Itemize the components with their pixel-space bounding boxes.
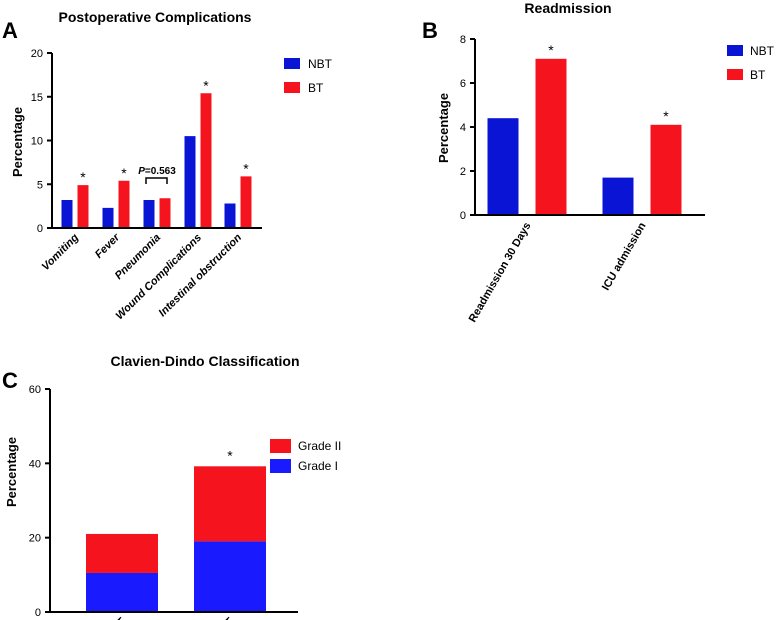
panel-b-category-icu-admission: ICU admission xyxy=(600,220,649,292)
panel-b-ytick-label: 4 xyxy=(460,122,466,134)
panel-a-legend-swatch-bt xyxy=(284,82,300,93)
panel-a-y-ticks: 0 5 10 15 20 xyxy=(31,48,52,235)
panel-c-bar-grade-ii-nbt xyxy=(86,533,158,573)
panel-a-pvalue-bracket xyxy=(145,177,168,184)
panel-a-legend-bt: BT xyxy=(308,81,324,95)
panel-c-significance: * xyxy=(227,447,233,463)
panel-a-bar-nbt-fever xyxy=(102,207,114,228)
panel-a-title: Postoperative Complications xyxy=(59,9,252,25)
panel-b-ylabel: Percentage xyxy=(436,93,451,163)
panel-a-ytick-label: 5 xyxy=(37,179,43,191)
panel-a-ytick-label: 10 xyxy=(31,136,43,148)
panel-c-letter: C xyxy=(2,368,18,393)
panel-a-bar-bt-wound-complications xyxy=(200,93,212,228)
panel-a-ytick-label: 15 xyxy=(31,92,43,104)
panel-c-y-ticks: 0 20 40 60 xyxy=(29,384,50,619)
panel-c-legend-swatch-grade-i xyxy=(270,459,291,473)
panel-a-pvalue: P=0.563 xyxy=(138,166,176,177)
panel-b-bar-bt-icu-admission xyxy=(650,124,682,215)
panel-c: C Clavien-Dindo Classification Percentag… xyxy=(2,353,341,620)
panel-a: A Postoperative Complications Percentage… xyxy=(2,9,333,322)
panel-b-bars xyxy=(487,58,682,215)
panel-a-ylabel: Percentage xyxy=(10,107,25,177)
panel-b-y-ticks: 0 2 4 6 8 xyxy=(460,34,475,222)
panel-b-significance: ** xyxy=(548,42,669,124)
panel-b-title: Readmission xyxy=(524,0,611,16)
panel-c-category-nbt: NBT xyxy=(104,615,129,620)
panel-a-category-fever: Fever xyxy=(93,231,123,261)
panel-b-legend-swatch-nbt xyxy=(727,45,743,56)
panel-b-ytick-label: 2 xyxy=(460,166,466,178)
panel-a-star-wound-complications: * xyxy=(203,77,209,93)
panel-c-legend-swatch-grade-ii xyxy=(270,439,291,453)
panel-c-ytick-label: 40 xyxy=(29,458,41,470)
panel-c-bar-grade-ii-bt xyxy=(194,466,266,542)
panel-c-title: Clavien-Dindo Classification xyxy=(110,353,299,369)
panel-c-ylabel: Percentage xyxy=(4,437,19,507)
panel-c-ytick-label: 60 xyxy=(29,384,41,396)
panel-a-bar-bt-pneumonia xyxy=(159,198,171,228)
panel-a-bar-nbt-wound-complications xyxy=(184,136,196,228)
panel-a-bar-nbt-vomiting xyxy=(61,200,73,228)
panel-a-pvalue-p: P xyxy=(138,166,145,177)
panel-b-ytick-label: 8 xyxy=(460,34,466,46)
panel-b-legend-bt: BT xyxy=(750,68,766,82)
panel-a-bar-bt-fever xyxy=(118,180,130,228)
panel-c-categories: NBT BT xyxy=(104,615,237,620)
panel-c-legend-grade-i: Grade I xyxy=(298,459,338,473)
panel-a-bar-nbt-pneumonia xyxy=(143,200,155,228)
panel-b-ytick-label: 0 xyxy=(460,210,466,222)
panel-a-significance: * * * * xyxy=(80,77,249,185)
panel-b-star-readmission-30-days: * xyxy=(548,42,554,58)
panel-a-star-intestinal-obstruction: * xyxy=(243,160,249,176)
panel-c-axes xyxy=(49,389,298,613)
panel-a-letter: A xyxy=(2,18,18,43)
panel-a-legend-nbt: NBT xyxy=(308,57,333,71)
panel-a-ytick-label: 0 xyxy=(37,223,43,235)
panel-a-category-vomiting: Vomiting xyxy=(40,231,82,273)
panel-a-star-vomiting: * xyxy=(80,169,86,185)
panel-a-bar-nbt-intestinal-obstruction xyxy=(224,203,236,228)
panel-a-bar-bt-intestinal-obstruction xyxy=(240,176,252,228)
panel-a-bars xyxy=(61,93,252,228)
panel-b-bar-nbt-icu-admission xyxy=(602,177,634,215)
panel-b-ytick-label: 6 xyxy=(460,78,466,90)
panel-a-pvalue-rest: =0.563 xyxy=(145,166,176,177)
panel-b-bar-bt-readmission-30-days xyxy=(535,58,567,215)
panel-a-ytick-label: 20 xyxy=(31,48,43,60)
panel-a-bar-bt-vomiting xyxy=(77,185,89,228)
panel-b-categories: Readmission 30 Days ICU admission xyxy=(467,220,649,324)
panel-b-axes xyxy=(474,39,705,216)
panel-c-bar-grade-i-nbt xyxy=(86,572,158,612)
panel-c-star-bt: * xyxy=(227,447,233,463)
panel-b-category-readmission-30-days: Readmission 30 Days xyxy=(467,221,534,325)
panel-b-letter: B xyxy=(422,18,438,43)
panel-b-legend-nbt: NBT xyxy=(750,44,775,58)
panel-c-ytick-label: 20 xyxy=(29,533,41,545)
panel-b-star-icu-admission: * xyxy=(663,108,669,124)
panel-b-legend-swatch-bt xyxy=(727,69,743,80)
panel-a-category-intestinal-obstruction: Intestinal obstruction xyxy=(157,231,245,319)
panel-a-star-fever: * xyxy=(121,165,127,181)
panel-c-category-bt: BT xyxy=(217,615,236,620)
panel-b-bar-nbt-readmission-30-days xyxy=(487,118,519,215)
panel-c-bars xyxy=(86,466,266,612)
panel-c-legend-grade-ii: Grade II xyxy=(298,439,341,453)
panel-a-legend-swatch-nbt xyxy=(284,58,300,69)
panel-c-ytick-label: 0 xyxy=(35,607,41,619)
panel-c-bar-grade-i-bt xyxy=(194,541,266,612)
panel-a-axes xyxy=(51,53,262,229)
